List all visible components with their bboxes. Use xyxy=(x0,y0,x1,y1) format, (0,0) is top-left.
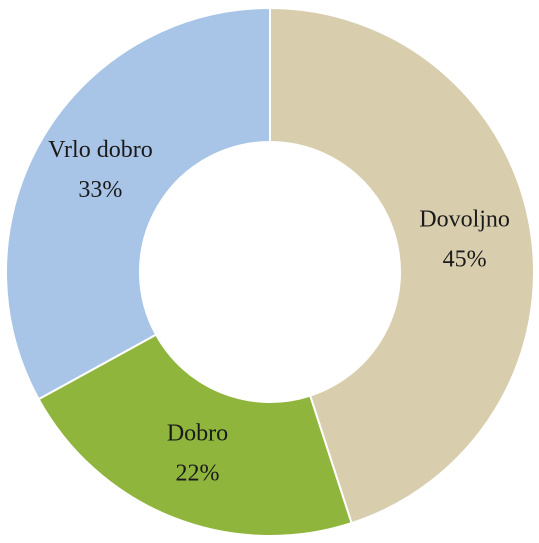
donut-slice xyxy=(5,6,271,401)
slice-label: Dobro xyxy=(167,421,228,447)
donut-slice xyxy=(269,6,535,525)
slice-value-label: 33% xyxy=(78,177,122,203)
slice-label: Vrlo dobro xyxy=(48,137,153,163)
slice-value-label: 22% xyxy=(175,461,219,487)
slice-label: Dovoljno xyxy=(419,207,510,233)
slice-value-label: 45% xyxy=(443,247,487,273)
donut-slice xyxy=(37,333,353,537)
